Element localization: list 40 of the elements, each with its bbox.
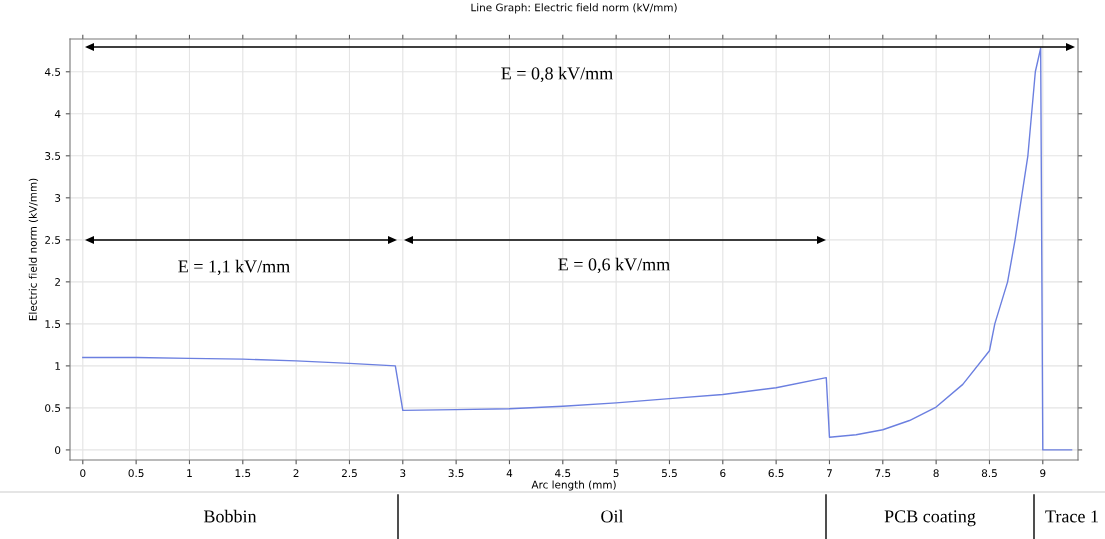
x-tick-label: 6 [720, 469, 726, 478]
x-tick-label: 6.5 [768, 469, 784, 478]
y-tick-label: 1 [55, 362, 61, 370]
x-tick-label: 3.5 [448, 469, 464, 478]
y-tick-label: 3.5 [45, 152, 61, 160]
x-tick-label: 8.5 [981, 469, 997, 478]
x-tick-label: 1 [187, 469, 192, 477]
text: PCB coating [884, 510, 976, 527]
y-tick-label: 3 [55, 194, 61, 202]
x-tick-label: 5 [613, 469, 619, 478]
x-tick-label: 3 [400, 469, 406, 478]
text: Bobbin [203, 509, 257, 523]
annotation: E = 0,8 kV/mm [501, 66, 613, 83]
x-tick-label: 9 [1040, 469, 1046, 478]
x-tick-label: 8 [933, 469, 939, 478]
y-tick-label: 4 [54, 110, 61, 118]
y-axis-title: Electric field norm (kV/mm) [28, 178, 39, 321]
x-tick-label: 5.5 [661, 469, 677, 478]
x-tick-label: 1.5 [235, 469, 251, 478]
text: Oil [601, 509, 624, 523]
annotation: E = 0,6 kV/mm [558, 257, 670, 274]
x-axis-title: Arc length (mm) [531, 480, 616, 491]
annotation: E = 1,1 kV/mm [178, 259, 290, 276]
x-tick-label: 2.5 [341, 469, 357, 478]
y-tick-label: 1.5 [45, 320, 61, 328]
x-tick-label: 4.5 [555, 469, 571, 478]
x-tick-label: 2 [293, 469, 299, 477]
x-tick-label: 0 [80, 469, 86, 478]
x-tick-label: 0.5 [128, 469, 144, 478]
x-tick-label: 4 [506, 469, 513, 477]
y-tick-label: 4.5 [44, 68, 61, 76]
y-tick-label: 0.5 [45, 404, 61, 413]
y-tick-label: 2.5 [45, 236, 61, 244]
x-tick-label: 7 [827, 469, 832, 477]
y-tick-label: 0 [55, 446, 61, 455]
chart-title: Line Graph: Electric field norm (kV/mm) [471, 3, 677, 14]
x-tick-label: 7.5 [875, 469, 891, 478]
text: Trace 1 [1045, 510, 1098, 523]
line-series [82, 47, 1073, 451]
y-tick-label: 2 [55, 278, 60, 286]
